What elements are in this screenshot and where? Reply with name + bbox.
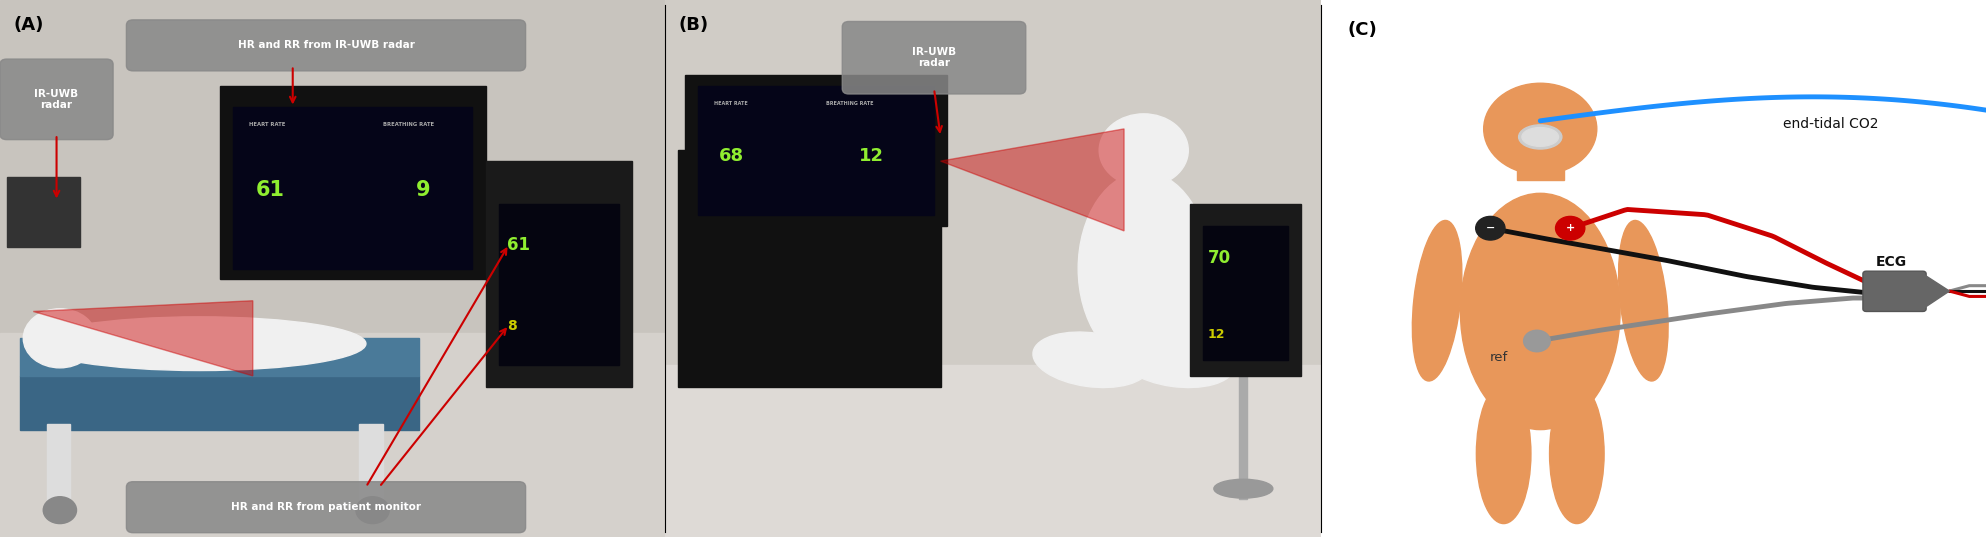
Polygon shape — [34, 301, 252, 376]
Text: 12: 12 — [1207, 328, 1225, 342]
Bar — [6, 177, 79, 247]
Text: BREATHING RATE: BREATHING RATE — [383, 122, 433, 127]
Bar — [665, 0, 1321, 365]
Bar — [0, 0, 665, 333]
Bar — [46, 424, 70, 510]
Circle shape — [44, 497, 77, 524]
Text: 70: 70 — [1207, 249, 1231, 267]
Ellipse shape — [34, 317, 365, 371]
Text: −: − — [1486, 223, 1495, 233]
Text: 61: 61 — [506, 236, 530, 253]
Ellipse shape — [1118, 332, 1235, 388]
Ellipse shape — [1078, 172, 1209, 365]
Bar — [232, 107, 473, 268]
Bar — [487, 161, 632, 387]
Text: ref: ref — [1490, 351, 1507, 364]
Text: ECG: ECG — [1877, 255, 1907, 268]
Polygon shape — [1922, 274, 1950, 309]
Bar — [20, 338, 419, 376]
Text: +: + — [1565, 223, 1575, 233]
Bar — [1239, 376, 1247, 499]
Bar — [498, 204, 620, 365]
Ellipse shape — [1476, 384, 1531, 524]
Circle shape — [1555, 216, 1585, 240]
Bar — [699, 86, 933, 215]
Text: IR-UWB
radar: IR-UWB radar — [34, 89, 79, 110]
Text: 12: 12 — [858, 147, 884, 165]
Ellipse shape — [1412, 221, 1462, 381]
Circle shape — [24, 309, 97, 368]
Bar — [679, 150, 941, 387]
Bar — [1190, 204, 1301, 376]
Ellipse shape — [1549, 384, 1605, 524]
Bar — [1517, 142, 1563, 180]
FancyBboxPatch shape — [0, 59, 113, 140]
Bar — [220, 86, 487, 279]
Text: HEART RATE: HEART RATE — [250, 122, 286, 127]
Ellipse shape — [1213, 479, 1273, 498]
Circle shape — [1523, 330, 1551, 352]
Text: (B): (B) — [679, 16, 709, 34]
Text: (C): (C) — [1347, 21, 1376, 40]
Polygon shape — [941, 129, 1124, 231]
Text: BREATHING RATE: BREATHING RATE — [826, 101, 874, 106]
Bar — [685, 75, 947, 226]
Text: HR and RR from patient monitor: HR and RR from patient monitor — [230, 502, 421, 512]
Circle shape — [1484, 83, 1597, 175]
Text: end-tidal CO2: end-tidal CO2 — [1783, 117, 1879, 130]
Bar — [359, 424, 383, 510]
Ellipse shape — [1521, 127, 1559, 146]
Bar — [1204, 226, 1287, 360]
Text: HR and RR from IR-UWB radar: HR and RR from IR-UWB radar — [238, 40, 415, 50]
Ellipse shape — [1619, 221, 1668, 381]
FancyBboxPatch shape — [1863, 271, 1926, 311]
Bar — [665, 365, 1321, 537]
FancyBboxPatch shape — [127, 20, 526, 71]
Circle shape — [355, 497, 389, 524]
Bar — [0, 333, 665, 537]
Bar — [20, 376, 419, 430]
Text: 68: 68 — [719, 147, 745, 165]
Ellipse shape — [1519, 125, 1561, 149]
Text: 61: 61 — [256, 180, 286, 200]
Text: 9: 9 — [415, 180, 431, 200]
Circle shape — [1098, 114, 1188, 187]
Text: 8: 8 — [506, 320, 516, 333]
FancyBboxPatch shape — [127, 482, 526, 533]
Text: HEART RATE: HEART RATE — [715, 101, 749, 106]
Text: IR-UWB
radar: IR-UWB radar — [912, 47, 955, 68]
Ellipse shape — [1033, 332, 1150, 388]
Ellipse shape — [1460, 193, 1621, 430]
Text: (A): (A) — [14, 16, 44, 34]
FancyBboxPatch shape — [842, 21, 1025, 94]
Circle shape — [1476, 216, 1505, 240]
